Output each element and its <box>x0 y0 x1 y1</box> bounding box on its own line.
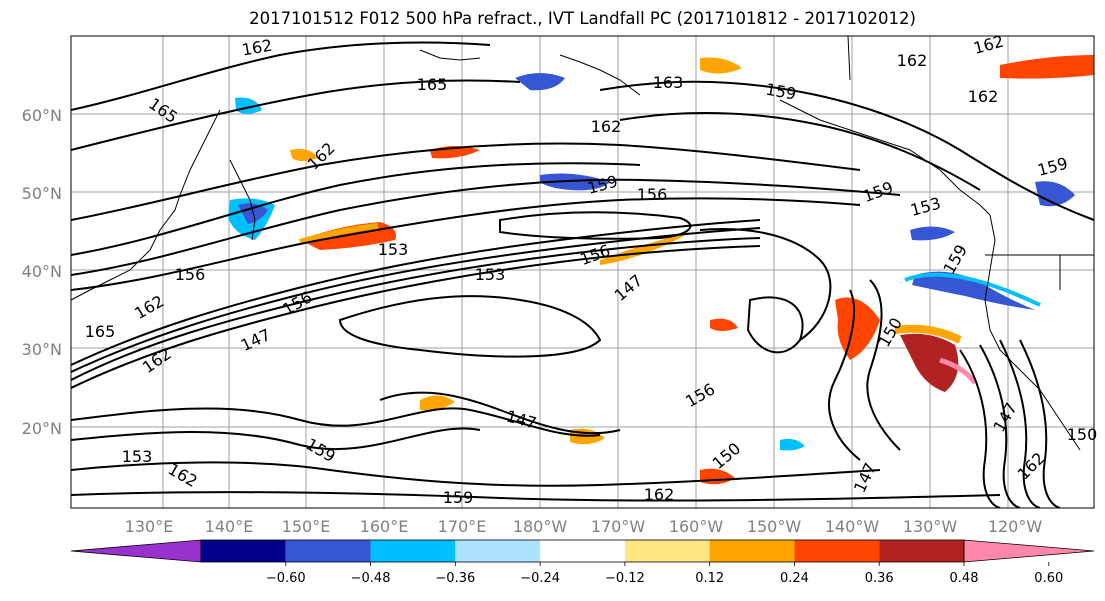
graticule <box>71 36 1094 508</box>
colorbar-segment <box>370 540 456 562</box>
colorbar: −0.60 −0.48 −0.36 −0.24 −0.12 0.12 0.24 0.36 0.4… <box>70 539 1095 586</box>
contour-label: 165 <box>85 322 116 341</box>
colorbar-tick-label: 0.60 <box>1034 571 1063 586</box>
colorbar-tick-label: −0.24 <box>520 571 560 586</box>
lon-label: 140°E <box>205 517 254 536</box>
contour-label: 150 <box>1067 425 1098 444</box>
lat-label-40n: 40°N <box>22 262 62 281</box>
contour-label: 153 <box>122 447 153 466</box>
contour-label: 156 <box>637 185 668 204</box>
contour-label: 153 <box>475 265 506 284</box>
lon-label: 130°E <box>125 517 174 536</box>
colorbar-segment <box>455 540 541 562</box>
lon-label: 130°W <box>903 517 958 536</box>
colorbar-extend-high <box>963 539 1095 563</box>
colorbar-tick-label: −0.12 <box>605 571 645 586</box>
latitude-axis: 60°N 50°N 40°N 30°N 20°N <box>22 106 62 438</box>
contour-label: 163 <box>653 73 684 92</box>
lon-label: 150°E <box>282 517 331 536</box>
colorbar-tick-label: 0.48 <box>950 571 979 586</box>
lon-label: 170°W <box>591 517 646 536</box>
lon-label: 160°W <box>669 517 724 536</box>
contour-label: 153 <box>378 240 409 259</box>
colorbar-segment <box>624 540 710 562</box>
colorbar-tick-label: −0.60 <box>266 571 306 586</box>
colorbar-segment <box>709 540 795 562</box>
colorbar-tick-label: 0.12 <box>695 571 724 586</box>
lon-label: 180°W <box>513 517 568 536</box>
contour-label: 156 <box>175 265 206 284</box>
coastlines <box>71 36 1094 451</box>
longitude-axis: 130°E 140°E 150°E 160°E 170°E 180°W 170°W 160°W… <box>125 517 1043 536</box>
colorbar-segment <box>285 540 371 562</box>
lon-label: 150°W <box>747 517 802 536</box>
colorbar-segment <box>540 540 625 562</box>
lon-label: 160°E <box>360 517 409 536</box>
colorbar-segment <box>794 540 880 562</box>
plot-frame <box>70 35 1095 509</box>
lon-label: 170°E <box>438 517 487 536</box>
map-plot-area: 1621651651621531561621651561471621531561… <box>70 32 1098 509</box>
colorbar-segment <box>879 540 964 562</box>
lat-label-50n: 50°N <box>22 184 62 203</box>
contour-label: 162 <box>591 117 622 136</box>
colorbar-tick-label: −0.36 <box>435 571 475 586</box>
colorbar-extend-low <box>70 539 202 563</box>
contour-label: 162 <box>644 485 675 504</box>
lon-label: 140°W <box>825 517 880 536</box>
contour-label: 162 <box>968 87 999 106</box>
colorbar-tick-label: −0.48 <box>351 571 391 586</box>
lat-label-30n: 30°N <box>22 340 62 359</box>
height-contours <box>71 41 1094 508</box>
lat-label-60n: 60°N <box>22 106 62 125</box>
colorbar-tick-label: 0.24 <box>780 571 809 586</box>
contour-label: 165 <box>417 75 448 94</box>
colorbar-tick-label: 0.36 <box>865 571 894 586</box>
map-title: 2017101512 F012 500 hPa refract., IVT La… <box>249 9 916 28</box>
contour-label: 159 <box>443 488 474 507</box>
lon-label: 120°W <box>988 517 1043 536</box>
lat-label-20n: 20°N <box>22 419 62 438</box>
contour-label: 162 <box>897 51 928 70</box>
colorbar-segment <box>201 540 286 562</box>
